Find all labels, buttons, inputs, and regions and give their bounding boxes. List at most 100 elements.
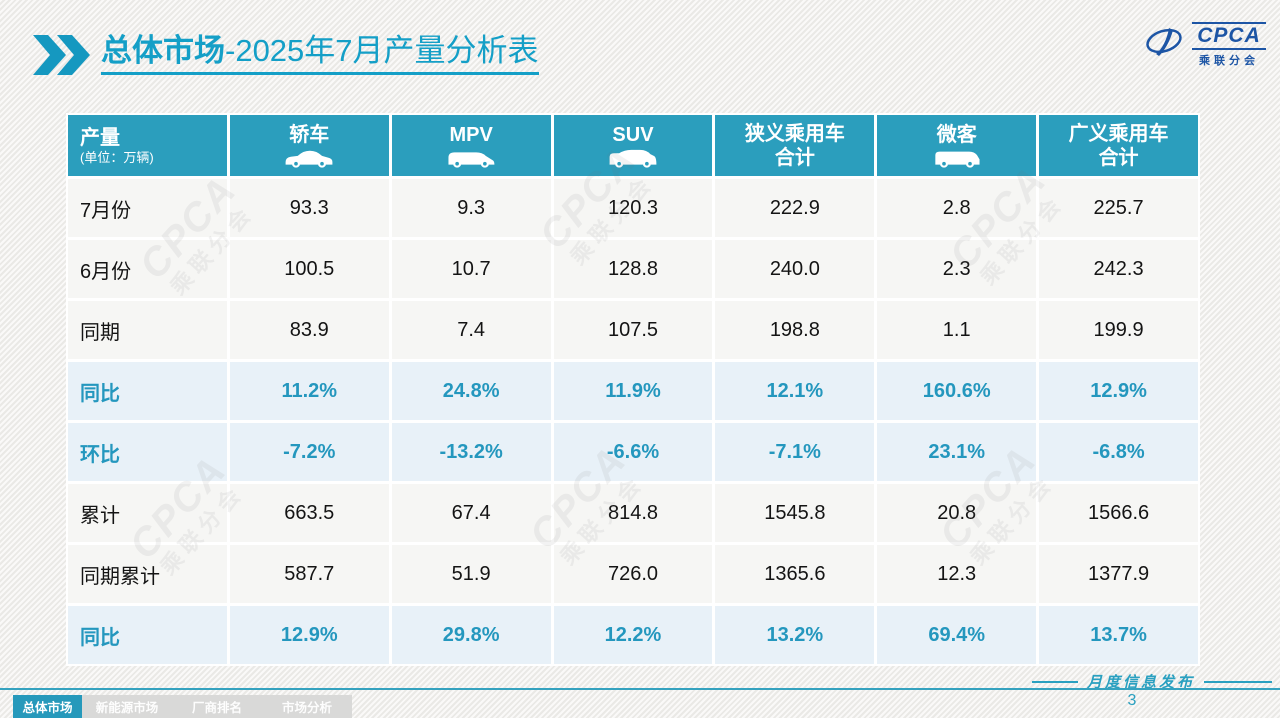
table-cell: 120.3 [553, 179, 713, 237]
column-label: 轿车 [289, 123, 330, 146]
table-cell: 51.9 [391, 545, 551, 603]
table-cell: 69.4% [877, 606, 1037, 664]
row-label: 环比 [68, 423, 227, 481]
table-cell: 12.1% [715, 362, 875, 420]
column-header-broad-pv: 广义乘用车 合计 [1039, 115, 1198, 176]
row-label: 同比 [68, 606, 227, 664]
slide-header: 总体市场-2025年7月产量分析表 [33, 33, 539, 75]
table-cell: -7.1% [715, 423, 875, 481]
column-header-mpv: MPV [391, 115, 551, 176]
table-cell: 128.8 [553, 240, 713, 298]
table-cell: 242.3 [1039, 240, 1198, 298]
table-cell: -6.8% [1039, 423, 1198, 481]
table-cell: -7.2% [229, 423, 389, 481]
table-cell: 23.1% [877, 423, 1037, 481]
table-cell: 9.3 [391, 179, 551, 237]
column-header-metric: 产量 (单位：万辆) [68, 115, 227, 176]
footer-divider [0, 688, 1280, 690]
table-cell: 1365.6 [715, 545, 875, 603]
cpca-logo: CPCA 乘联分会 [1142, 22, 1266, 68]
row-label: 同期 [68, 301, 227, 359]
column-label: SUV [612, 123, 654, 146]
bottom-nav: 总体市场 新能源市场 厂商排名 市场分析 [13, 695, 352, 718]
table-cell: 225.7 [1039, 179, 1198, 237]
table-cell: 93.3 [229, 179, 389, 237]
table-cell: 222.9 [715, 179, 875, 237]
table-cell: 10.7 [391, 240, 551, 298]
table-cell: 13.2% [715, 606, 875, 664]
row-label: 7月份 [68, 179, 227, 237]
table-cell: 2.8 [877, 179, 1037, 237]
column-label: 广义乘用车 [1068, 122, 1169, 145]
table-cell: 83.9 [229, 301, 389, 359]
table-cell: 2.3 [877, 240, 1037, 298]
tab-nev-market[interactable]: 新能源市场 [82, 695, 172, 718]
table-cell: 7.4 [391, 301, 551, 359]
table-cell: 198.8 [715, 301, 875, 359]
logo-rule-bottom [1192, 48, 1266, 50]
table-cell: -6.6% [553, 423, 713, 481]
table-cell: 11.9% [553, 362, 713, 420]
row-label: 同比 [68, 362, 227, 420]
metric-label: 产量 [80, 126, 120, 149]
page-title-suffix: -2025年7月产量分析表 [225, 33, 539, 68]
table-cell: 663.5 [229, 484, 389, 542]
dash-rule-right [1204, 680, 1272, 683]
table-cell: 100.5 [229, 240, 389, 298]
table-cell: 67.4 [391, 484, 551, 542]
logo-rule-top [1192, 22, 1266, 24]
table-cell: 199.9 [1039, 301, 1198, 359]
sedan-icon [285, 150, 333, 168]
column-header-sedan: 轿车 [229, 115, 389, 176]
column-header-microvan: 微客 [877, 115, 1037, 176]
row-label: 6月份 [68, 240, 227, 298]
tab-overall-market[interactable]: 总体市场 [13, 695, 82, 718]
row-label: 累计 [68, 484, 227, 542]
publication-note-text: 月度信息发布 [1086, 675, 1195, 691]
production-table: 产量 (单位：万辆) 轿车 MPV SUV 狭义乘用车 合计 微客 [66, 113, 1200, 666]
table-cell: 24.8% [391, 362, 551, 420]
suv-icon [609, 149, 657, 168]
table-cell: 587.7 [229, 545, 389, 603]
column-label: 狭义乘用车 [744, 122, 845, 145]
dash-rule-left [1031, 680, 1078, 683]
table-cell: 12.2% [553, 606, 713, 664]
column-label: 微客 [936, 123, 977, 146]
logo-subtitle: 乘联分会 [1199, 55, 1259, 67]
table-cell: 160.6% [877, 362, 1037, 420]
table-cell: 20.8 [877, 484, 1037, 542]
double-chevron-icon [33, 35, 90, 75]
tab-market-analysis[interactable]: 市场分析 [262, 695, 352, 718]
table-cell: 12.9% [1039, 362, 1198, 420]
table-cell: 13.7% [1039, 606, 1198, 664]
page-title-prefix: 总体市场 [101, 33, 225, 68]
table-cell: -13.2% [391, 423, 551, 481]
mpv-icon [448, 151, 495, 168]
logo-brand-text: CPCA [1197, 24, 1261, 47]
tab-oem-ranking[interactable]: 厂商排名 [172, 695, 262, 718]
column-label-line2: 合计 [1098, 146, 1139, 169]
column-header-suv: SUV [553, 115, 713, 176]
table-cell: 29.8% [391, 606, 551, 664]
page-number: 3 [1127, 692, 1137, 709]
cpca-swoosh-icon [1146, 28, 1182, 56]
table-cell: 11.2% [229, 362, 389, 420]
publication-note: 月度信息发布 [1031, 671, 1272, 692]
row-label: 同期累计 [68, 545, 227, 603]
unit-note: (单位：万辆) [80, 149, 154, 165]
table-cell: 12.9% [229, 606, 389, 664]
column-header-narrow-pv: 狭义乘用车 合计 [715, 115, 875, 176]
column-label: MPV [449, 123, 493, 146]
table-cell: 107.5 [553, 301, 713, 359]
table-cell: 814.8 [553, 484, 713, 542]
table-cell: 1545.8 [715, 484, 875, 542]
table-cell: 726.0 [553, 545, 713, 603]
table-cell: 1377.9 [1039, 545, 1198, 603]
table-cell: 240.0 [715, 240, 875, 298]
table-cell: 1.1 [877, 301, 1037, 359]
column-label-line2: 合计 [774, 146, 815, 169]
table-cell: 12.3 [877, 545, 1037, 603]
page-title: 总体市场-2025年7月产量分析表 [101, 33, 539, 75]
microvan-icon [935, 151, 980, 168]
